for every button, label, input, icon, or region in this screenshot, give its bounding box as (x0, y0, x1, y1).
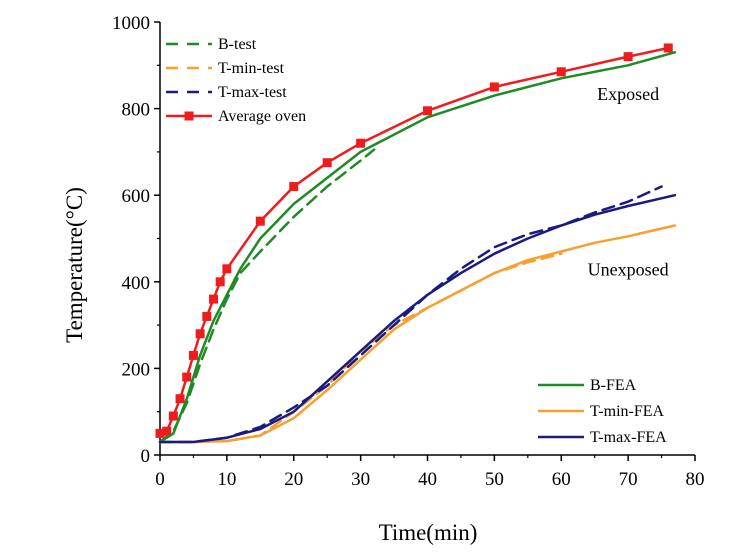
series-average-oven-marker (356, 138, 366, 148)
legend-average-oven-label: Average oven (218, 108, 306, 125)
x-tick-label: 0 (155, 469, 165, 490)
series-b-test-line (158, 148, 376, 444)
series-average-oven-marker (289, 182, 299, 192)
y-tick-label: 0 (141, 446, 151, 467)
series-t-min-fea-line (158, 224, 677, 444)
y-tick-label: 800 (122, 100, 151, 121)
series-average-oven-marker (556, 67, 566, 77)
x-tick-label: 70 (619, 469, 638, 490)
x-tick-label: 30 (351, 469, 370, 490)
series-average-oven-marker (162, 426, 172, 436)
y-tick-label: 400 (122, 273, 151, 294)
series-average-oven-marker (188, 350, 198, 360)
series-average-oven-marker (202, 311, 212, 321)
x-tick-label: 20 (284, 469, 303, 490)
x-tick-label: 10 (217, 469, 236, 490)
series-average-oven-marker (155, 428, 165, 438)
y-tick-label: 200 (122, 359, 151, 380)
legend-average-oven-marker (184, 111, 194, 121)
series-average-oven-marker (168, 411, 178, 421)
legend-b-fea-label: B-FEA (590, 377, 637, 394)
series-b-fea-line (158, 51, 677, 444)
series-average-oven-marker (215, 277, 225, 287)
legend-t-max-fea-label: T-max-FEA (590, 429, 667, 446)
x-tick-label: 60 (552, 469, 571, 490)
annotation-exposed: Exposed (597, 84, 659, 104)
series-average-oven-marker (195, 329, 205, 339)
series-average-oven-marker (222, 264, 232, 274)
legend-t-min-test-label: T-min-test (218, 60, 285, 77)
series-average-oven-marker (175, 394, 185, 404)
series-average-oven-marker (663, 43, 673, 53)
legend-t-min-fea-label: T-min-FEA (590, 403, 665, 420)
x-tick-label: 40 (418, 469, 437, 490)
series-t-max-test-line (158, 185, 663, 444)
x-tick-label: 50 (485, 469, 504, 490)
legend-b-test-label: B-test (218, 36, 257, 53)
series-average-oven-marker (209, 294, 218, 304)
series-average-oven-marker (489, 82, 499, 92)
annotation-unexposed: Unexposed (588, 259, 669, 279)
series-average-oven-marker (423, 106, 432, 116)
series-average-oven-marker (182, 372, 192, 382)
y-tick-label: 600 (122, 186, 151, 207)
x-tick-label: 80 (686, 469, 705, 490)
y-axis-title: Temperature(°C) (62, 187, 87, 343)
series-average-oven-marker (623, 52, 633, 62)
series-average-oven-marker (255, 216, 265, 226)
series-average-oven-marker (322, 158, 332, 168)
series-t-max-fea-line (158, 193, 677, 444)
series-average-oven-line (158, 46, 670, 435)
x-axis-title: Time(min) (379, 520, 478, 545)
legend-layer: B-test T-min-test T-max-test Average oven B-… (166, 36, 667, 446)
series-layer: Exposed Unexposed (155, 43, 677, 444)
legend-t-max-test-label: T-max-test (218, 84, 287, 101)
y-tick-label: 1000 (112, 13, 150, 34)
